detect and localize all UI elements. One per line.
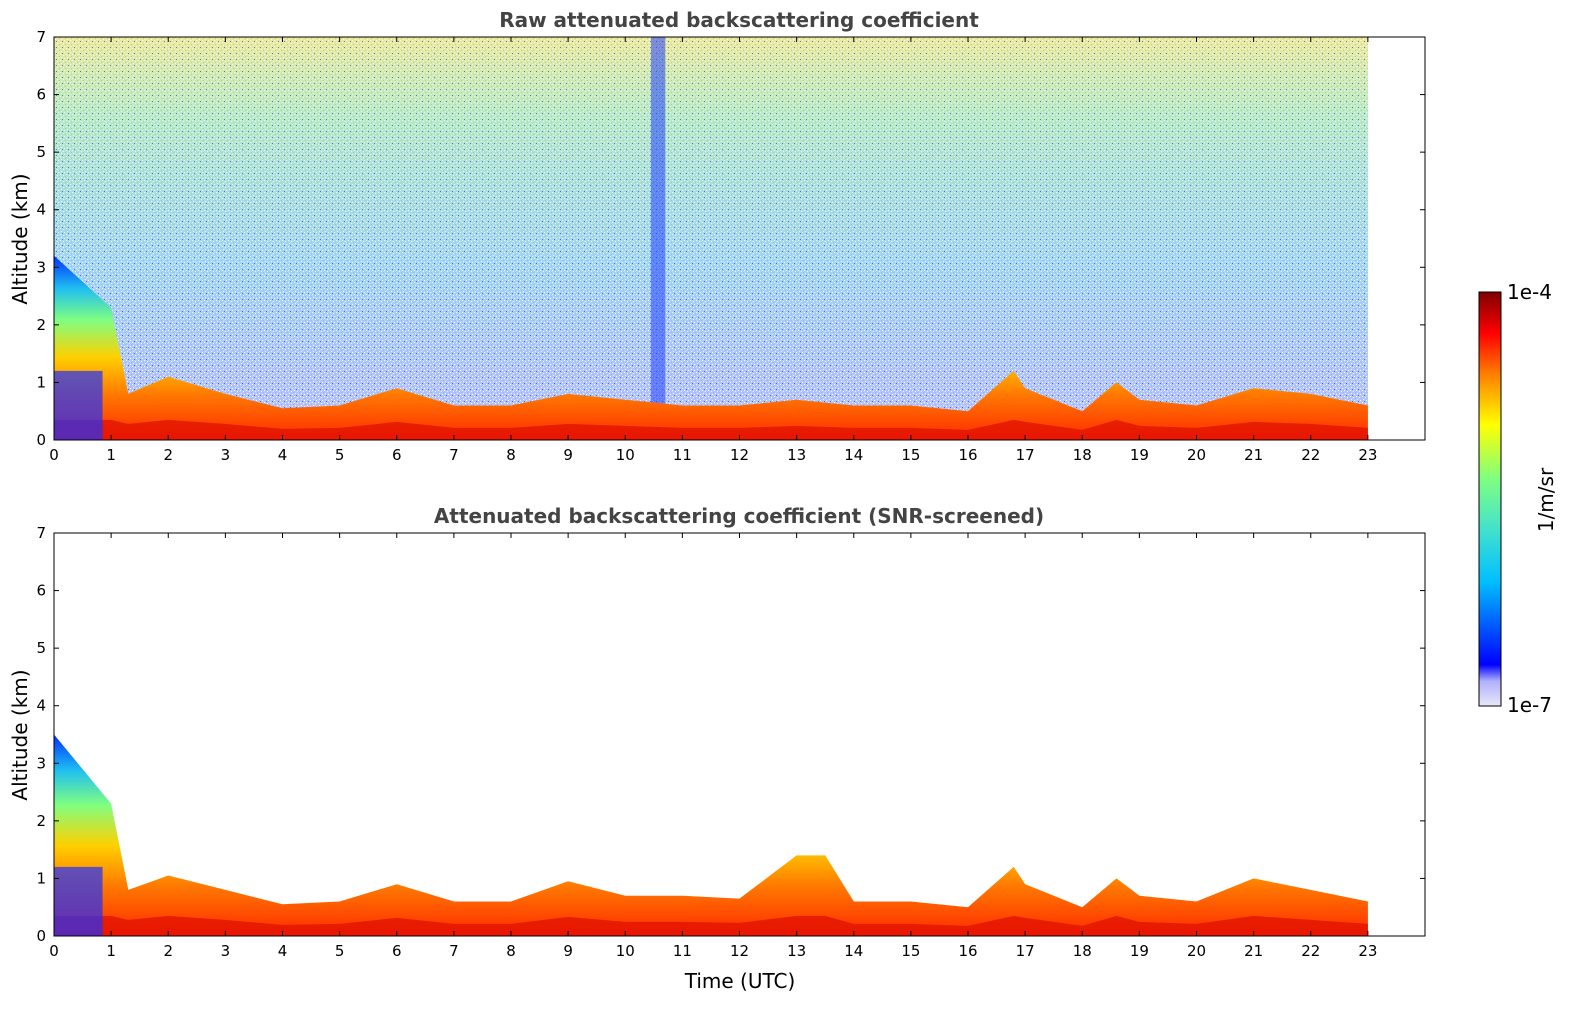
x-tick-label: 4	[278, 942, 288, 960]
x-tick-label: 12	[730, 942, 749, 960]
y-tick-label: 5	[36, 639, 46, 657]
surface-aerosol-band	[54, 419, 1368, 440]
x-tick-label: 13	[787, 942, 806, 960]
y-tick-label: 2	[36, 812, 46, 830]
x-tick-label: 8	[506, 942, 516, 960]
plot-frame	[53, 532, 1426, 937]
low-signal-region	[54, 370, 103, 440]
x-tick-label: 6	[392, 446, 402, 464]
x-tick-label: 9	[563, 446, 573, 464]
x-tick-label: 16	[958, 942, 977, 960]
x-tick-label: 11	[673, 942, 692, 960]
y-tick-label: 1	[36, 869, 46, 887]
y-tick-label: 6	[36, 582, 46, 600]
x-tick-label: 8	[506, 446, 516, 464]
x-tick-label: 15	[901, 446, 920, 464]
screened-backscatter-plot: 0 1 2 3 4 5 6 7 8 9 10 11 12 13 14 15 16 17 18 19 20 21 22 2301…	[36, 524, 1426, 960]
x-tick-label: 11	[673, 446, 692, 464]
x-tick-label: 5	[335, 942, 345, 960]
y-tick-label: 3	[36, 258, 46, 276]
x-tick-label: 22	[1301, 446, 1320, 464]
x-tick-label: 15	[901, 942, 920, 960]
colorbar-max-label: 1e-4	[1507, 280, 1552, 304]
y-axis-label: Altitude (km)	[8, 669, 32, 800]
y-axis-label: Altitude (km)	[8, 173, 32, 304]
x-tick-label: 18	[1073, 942, 1092, 960]
x-tick-label: 17	[1016, 446, 1035, 464]
x-tick-label: 2	[163, 942, 173, 960]
x-tick-label: 16	[958, 446, 977, 464]
colorbar: 1e-4 1e-7 1/m/sr	[1478, 280, 1558, 717]
x-tick-label: 7	[449, 942, 459, 960]
y-tick-label: 4	[36, 201, 46, 219]
x-tick-label: 1	[106, 446, 116, 464]
x-tick-label: 2	[163, 446, 173, 464]
noise-stripe	[650, 37, 666, 440]
x-tick-label: 23	[1358, 942, 1377, 960]
screened-backscatter-panel: Attenuated backscattering coefficient (S…	[8, 504, 1426, 993]
x-tick-label: 0	[49, 942, 59, 960]
y-tick-label: 0	[36, 431, 46, 449]
x-tick-label: 6	[392, 942, 402, 960]
x-axis-label: Time (UTC)	[684, 969, 796, 993]
y-tick-label: 3	[36, 754, 46, 772]
x-tick-label: 19	[1130, 446, 1149, 464]
raw-backscatter-plot: 0 1 2 3 4 5 6 7 8 9 10 11 12 13 14 15 16 17 18 19 20 21 22 2301…	[36, 28, 1426, 464]
x-tick-label: 10	[616, 446, 635, 464]
x-tick-label: 21	[1244, 446, 1263, 464]
x-tick-label: 12	[730, 446, 749, 464]
x-tick-label: 21	[1244, 942, 1263, 960]
x-tick-label: 0	[49, 446, 59, 464]
x-tick-label: 13	[787, 446, 806, 464]
x-tick-label: 22	[1301, 942, 1320, 960]
x-tick-label: 18	[1073, 446, 1092, 464]
noise-speckle	[54, 37, 1368, 440]
boundary-layer-region	[54, 734, 1368, 936]
y-tick-label: 1	[36, 373, 46, 391]
x-tick-label: 4	[278, 446, 288, 464]
y-tick-label: 4	[36, 697, 46, 715]
boundary-layer-region	[54, 255, 1368, 440]
x-tick-label: 1	[106, 942, 116, 960]
x-tick-label: 5	[335, 446, 345, 464]
x-tick-label: 10	[616, 942, 635, 960]
colorbar-min-label: 1e-7	[1507, 693, 1552, 717]
y-tick-label: 6	[36, 86, 46, 104]
y-tick-label: 0	[36, 927, 46, 945]
x-tick-label: 20	[1187, 446, 1206, 464]
x-tick-label: 17	[1016, 942, 1035, 960]
x-tick-label: 14	[844, 446, 863, 464]
low-signal-region	[54, 866, 103, 936]
y-tick-label: 7	[36, 28, 46, 46]
raw-backscatter-panel: Raw attenuated backscattering coefficien…	[8, 8, 1426, 464]
x-tick-label: 3	[221, 446, 231, 464]
surface-aerosol-band	[54, 915, 1368, 936]
x-tick-label: 14	[844, 942, 863, 960]
x-tick-label: 23	[1358, 446, 1377, 464]
x-tick-label: 7	[449, 446, 459, 464]
chart-title: Raw attenuated backscattering coefficien…	[499, 8, 979, 32]
y-tick-label: 5	[36, 143, 46, 161]
colorbar-gradient	[1478, 291, 1502, 707]
x-tick-label: 20	[1187, 942, 1206, 960]
y-tick-label: 7	[36, 524, 46, 542]
x-tick-label: 3	[221, 942, 231, 960]
colorbar-unit-label: 1/m/sr	[1534, 467, 1558, 532]
x-tick-label: 9	[563, 942, 573, 960]
y-tick-label: 2	[36, 316, 46, 334]
chart-title: Attenuated backscattering coefficient (S…	[434, 504, 1044, 528]
x-tick-label: 19	[1130, 942, 1149, 960]
